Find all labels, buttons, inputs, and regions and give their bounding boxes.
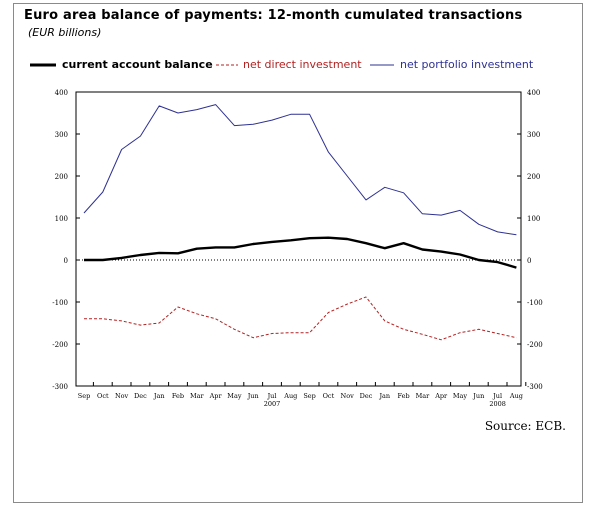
x-tick-label: Jun bbox=[472, 392, 484, 400]
legend-label: net direct investment bbox=[243, 58, 362, 71]
legend-label: current account balance bbox=[62, 58, 213, 71]
x-tick-label: Nov bbox=[341, 392, 355, 400]
series-line-current-account-balance bbox=[84, 236, 517, 269]
legend-swatch-dashed bbox=[216, 64, 238, 66]
x-tick-label: May bbox=[453, 392, 468, 400]
legend-label: net portfolio investment bbox=[400, 58, 534, 71]
x-tick-label: Sep bbox=[78, 392, 90, 400]
y-tick-label-right: 200 bbox=[527, 173, 540, 181]
y-tick-label-left: 0 bbox=[64, 257, 68, 265]
x-tick-label: Dec bbox=[134, 392, 147, 400]
y-tick-label-left: -100 bbox=[52, 299, 68, 307]
y-tick-label-right: -300 bbox=[527, 383, 543, 391]
series-line-net-portfolio-investment bbox=[83, 104, 517, 236]
y-tick-label-right: 100 bbox=[527, 215, 540, 223]
y-tick-label-right: -200 bbox=[527, 341, 543, 349]
x-tick-label: Oct bbox=[323, 392, 335, 400]
x-tick-label: Apr bbox=[209, 392, 223, 400]
x-tick-label: Jan bbox=[153, 392, 165, 400]
x-tick-label: Mar bbox=[190, 392, 205, 400]
x-tick-label: Dec bbox=[360, 392, 373, 400]
y-tick-label-left: 100 bbox=[55, 215, 68, 223]
y-tick-label-left: -200 bbox=[52, 341, 68, 349]
y-tick-label-left: 200 bbox=[55, 173, 68, 181]
y-tick-label-left: -300 bbox=[52, 383, 68, 391]
legend-swatch-solid bbox=[370, 64, 394, 66]
x-tick-label: Oct bbox=[97, 392, 109, 400]
legend-swatch-solid-thick bbox=[30, 63, 56, 67]
x-year-label: 2008 bbox=[489, 400, 506, 408]
x-tick-label: Apr bbox=[434, 392, 448, 400]
y-tick-label-left: 400 bbox=[55, 89, 68, 97]
series-line-net-direct-investment bbox=[84, 296, 517, 341]
source-note: Source: ECB. bbox=[484, 419, 566, 433]
chart-frame bbox=[13, 3, 583, 503]
y-tick-label-right: 300 bbox=[527, 131, 540, 139]
chart-subtitle: (EUR billions) bbox=[28, 26, 102, 39]
x-tick-label: May bbox=[227, 392, 242, 400]
y-tick-label-right: 0 bbox=[527, 257, 531, 265]
plot-area bbox=[75, 91, 522, 387]
chart-title: Euro area balance of payments: 12-month … bbox=[24, 8, 523, 23]
x-tick-label: Jan bbox=[378, 392, 390, 400]
x-tick-label: Nov bbox=[115, 392, 129, 400]
y-tick-label-right: 400 bbox=[527, 89, 540, 97]
x-tick-label: Aug bbox=[283, 392, 297, 400]
y-tick-label-left: 300 bbox=[55, 131, 68, 139]
x-tick-label: Aug bbox=[509, 392, 523, 400]
y-tick-label-right: -100 bbox=[527, 299, 543, 307]
x-tick-label: Jul bbox=[492, 392, 502, 400]
x-tick-label: Mar bbox=[416, 392, 431, 400]
x-tick-label: Jul bbox=[267, 392, 277, 400]
x-tick-label: Sep bbox=[303, 392, 315, 400]
x-tick-label: Jun bbox=[247, 392, 259, 400]
x-tick-label: Feb bbox=[398, 392, 410, 400]
x-tick-label: Feb bbox=[172, 392, 184, 400]
x-year-label: 2007 bbox=[264, 400, 281, 408]
